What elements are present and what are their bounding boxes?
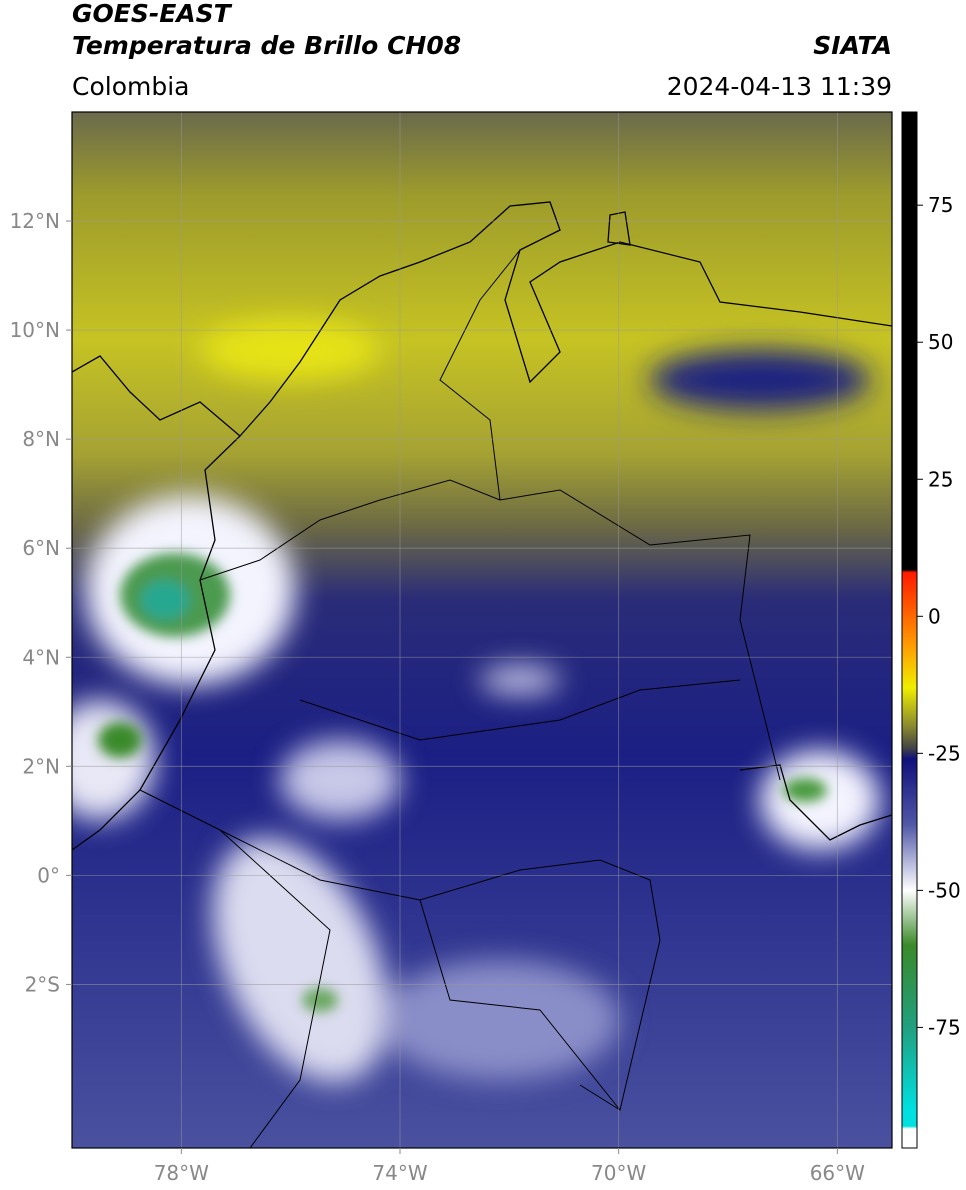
cold-tops xyxy=(98,553,827,1012)
region: Colombia xyxy=(72,72,189,101)
colorbar-tick-label: 75 xyxy=(928,193,953,217)
y-tick-label: 8°N xyxy=(22,427,60,451)
y-tick-label: 10°N xyxy=(10,318,60,342)
colorbar-tick-label: -75 xyxy=(928,1015,961,1039)
datetime: 2024-04-13 11:39 xyxy=(667,72,892,101)
x-tick-label: 66°W xyxy=(810,1161,865,1185)
x-tick-label: 74°W xyxy=(372,1161,427,1185)
source: SIATA xyxy=(813,31,892,60)
colorbar-tick-label: -50 xyxy=(928,878,961,902)
colorbar-tick-label: 25 xyxy=(928,467,953,491)
warm-area xyxy=(200,320,380,380)
x-tick-label: 78°W xyxy=(154,1161,209,1185)
y-tick-label: 0° xyxy=(37,863,60,887)
clouds xyxy=(72,495,880,1083)
y-tick-label: 12°N xyxy=(10,209,60,233)
colorbar-tick-label: 50 xyxy=(928,330,953,354)
title: GOES-EAST xyxy=(72,0,233,28)
coastlines xyxy=(72,201,892,851)
y-tick-label: 2°N xyxy=(22,754,60,778)
imagery xyxy=(72,112,892,1148)
y-tick-label: 4°N xyxy=(22,645,60,669)
borders xyxy=(139,249,781,1148)
colorbar xyxy=(901,111,918,1149)
y-tick-label: 6°N xyxy=(22,536,60,560)
y-tick-label: 2°S xyxy=(25,972,60,996)
map-frame xyxy=(71,111,893,1149)
colorbar-tick-label: 0 xyxy=(928,604,941,628)
cold-area xyxy=(650,350,870,410)
x-tick-label: 70°W xyxy=(591,1161,646,1185)
colorbar-tick-label: -25 xyxy=(928,741,961,765)
grid xyxy=(72,112,892,1148)
subtitle: Temperatura de Brillo CH08 xyxy=(72,31,461,60)
